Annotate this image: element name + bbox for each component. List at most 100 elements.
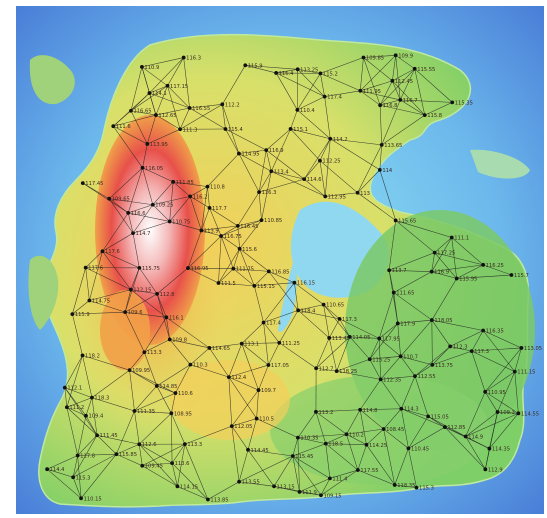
network-node[interactable]	[164, 315, 169, 320]
network-node[interactable]	[90, 395, 94, 400]
network-node[interactable]	[254, 416, 259, 421]
network-node[interactable]	[188, 362, 193, 367]
network-node[interactable]	[412, 66, 417, 71]
network-node[interactable]	[481, 262, 486, 267]
network-node[interactable]	[256, 388, 261, 392]
network-node[interactable]	[226, 375, 231, 380]
network-node[interactable]	[62, 385, 67, 390]
network-node[interactable]	[377, 167, 382, 172]
network-node[interactable]	[297, 489, 302, 494]
network-node[interactable]	[393, 53, 398, 58]
network-node[interactable]	[45, 467, 50, 472]
network-node[interactable]	[140, 65, 144, 69]
network-node[interactable]	[83, 265, 88, 270]
network-node[interactable]	[422, 113, 427, 117]
network-node[interactable]	[80, 181, 85, 186]
network-node[interactable]	[393, 218, 398, 223]
network-node[interactable]	[398, 354, 403, 359]
network-node[interactable]	[169, 411, 174, 416]
network-node[interactable]	[355, 190, 360, 195]
network-node[interactable]	[454, 276, 459, 281]
network-node[interactable]	[128, 287, 133, 292]
network-node[interactable]	[442, 425, 447, 429]
network-node[interactable]	[127, 368, 132, 373]
network-node[interactable]	[463, 434, 468, 439]
network-node[interactable]	[131, 231, 135, 236]
network-node[interactable]	[509, 273, 514, 277]
network-node[interactable]	[261, 320, 266, 325]
network-node[interactable]	[235, 224, 240, 228]
network-node[interactable]	[181, 55, 186, 60]
network-node[interactable]	[239, 341, 244, 346]
network-node[interactable]	[322, 94, 327, 99]
network-node[interactable]	[344, 432, 349, 437]
network-node[interactable]	[207, 346, 212, 350]
network-node[interactable]	[142, 350, 147, 355]
network-node[interactable]	[337, 317, 342, 321]
network-node[interactable]	[295, 67, 300, 72]
network-node[interactable]	[237, 246, 242, 251]
network-node[interactable]	[173, 391, 178, 395]
network-node[interactable]	[175, 484, 180, 489]
network-node[interactable]	[318, 71, 323, 76]
network-node[interactable]	[495, 410, 500, 414]
network-node[interactable]	[199, 228, 204, 233]
network-node[interactable]	[223, 127, 228, 131]
network-node[interactable]	[129, 108, 133, 113]
network-node[interactable]	[137, 442, 142, 447]
network-node[interactable]	[387, 268, 392, 273]
network-node[interactable]	[205, 184, 210, 189]
network-node[interactable]	[364, 442, 369, 447]
network-node[interactable]	[219, 234, 224, 238]
network-node[interactable]	[80, 353, 85, 358]
network-node[interactable]	[323, 441, 328, 446]
network-node[interactable]	[259, 218, 264, 223]
network-node[interactable]	[295, 108, 300, 112]
network-node[interactable]	[132, 409, 137, 413]
network-node[interactable]	[361, 55, 366, 60]
network-node[interactable]	[358, 88, 363, 93]
network-node[interactable]	[186, 266, 190, 270]
network-node[interactable]	[145, 142, 150, 146]
network-node[interactable]	[71, 475, 76, 480]
network-node[interactable]	[314, 366, 319, 371]
network-node[interactable]	[243, 63, 248, 68]
network-node[interactable]	[430, 362, 435, 367]
network-node[interactable]	[319, 493, 323, 498]
network-node[interactable]	[487, 446, 492, 451]
network-node[interactable]	[84, 413, 88, 418]
network-node[interactable]	[206, 497, 210, 502]
network-node[interactable]	[140, 463, 145, 468]
network-node[interactable]	[355, 468, 360, 472]
network-node[interactable]	[277, 340, 282, 345]
network-node[interactable]	[406, 446, 411, 451]
network-node[interactable]	[123, 310, 128, 315]
network-node[interactable]	[292, 280, 297, 285]
network-node[interactable]	[272, 484, 276, 489]
network-node[interactable]	[207, 206, 212, 210]
network-node[interactable]	[358, 407, 363, 412]
network-node[interactable]	[328, 476, 332, 481]
network-node[interactable]	[481, 328, 486, 333]
network-node[interactable]	[512, 369, 517, 374]
network-node[interactable]	[390, 78, 395, 83]
network-node[interactable]	[126, 210, 131, 215]
network-node[interactable]	[79, 496, 83, 501]
network-node[interactable]	[302, 177, 307, 182]
network-node[interactable]	[450, 100, 455, 105]
network-node[interactable]	[100, 249, 105, 254]
network-node[interactable]	[87, 298, 92, 303]
network-node[interactable]	[70, 312, 75, 317]
network-node[interactable]	[429, 318, 434, 322]
network-node[interactable]	[231, 266, 236, 271]
network-node[interactable]	[269, 169, 274, 174]
network-node[interactable]	[229, 424, 234, 429]
network-node[interactable]	[377, 336, 382, 341]
network-node[interactable]	[392, 483, 397, 487]
network-node[interactable]	[220, 102, 225, 107]
network-node[interactable]	[318, 158, 322, 163]
network-node[interactable]	[378, 377, 383, 382]
network-node[interactable]	[414, 485, 419, 490]
network-node[interactable]	[188, 194, 192, 199]
network-node[interactable]	[367, 357, 372, 362]
